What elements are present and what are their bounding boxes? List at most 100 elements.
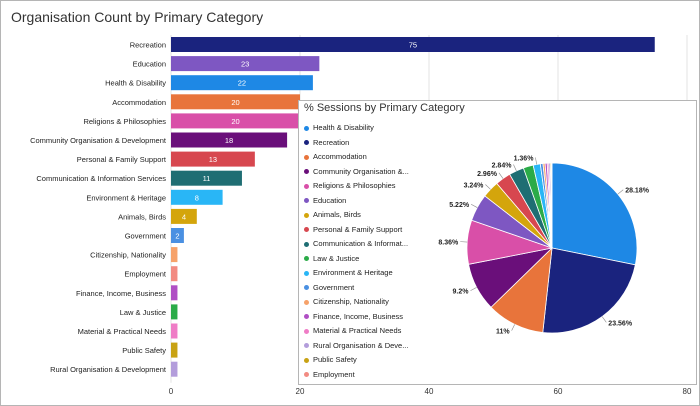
legend-swatch xyxy=(304,256,309,262)
legend-item: Education xyxy=(304,194,409,209)
legend-label: Health & Disability xyxy=(313,123,374,132)
legend-item: Environment & Heritage xyxy=(304,266,409,281)
legend-label: Public Safety xyxy=(313,355,357,364)
bar-value-label: 18 xyxy=(225,136,233,145)
pie-leader-line xyxy=(485,184,491,190)
category-label: Rural Organisation & Development xyxy=(50,365,167,374)
legend-swatch xyxy=(304,285,309,291)
legend-swatch xyxy=(304,212,309,218)
category-label: Religions & Philosophies xyxy=(83,117,166,126)
legend-swatch xyxy=(304,154,309,160)
legend-item: Rural Organisation & Deve... xyxy=(304,339,409,354)
legend-swatch xyxy=(304,372,309,378)
category-label: Material & Practical Needs xyxy=(78,327,167,336)
bar-value-label: 23 xyxy=(241,60,249,69)
legend-item: Government xyxy=(304,281,409,296)
legend-label: Accommodation xyxy=(313,152,367,161)
legend-label: Community Organisation &... xyxy=(313,166,409,176)
legend-label: Animals, Birds xyxy=(313,210,361,219)
pie-value-label: 23.56% xyxy=(608,320,633,327)
bar-value-label: 20 xyxy=(231,98,239,107)
x-tick-label: 20 xyxy=(296,387,305,396)
bar-value-label: 2 xyxy=(175,232,179,241)
category-label: Health & Disability xyxy=(105,79,166,88)
bar xyxy=(171,208,197,224)
legend-label: Personal & Family Support xyxy=(313,224,403,234)
pie-leader-line xyxy=(617,189,624,195)
pie-leader-line xyxy=(601,316,607,323)
category-label: Communication & Information Services xyxy=(36,174,166,183)
legend-item: Communication & Informat... xyxy=(304,237,409,252)
legend-label: Law & Justice xyxy=(313,253,360,263)
legend-swatch xyxy=(304,299,309,305)
legend-item: Public Safety xyxy=(304,353,409,368)
bar-value-label: 11 xyxy=(203,174,211,183)
pie-value-label: 9.2% xyxy=(453,289,470,296)
legend-item: Community Organisation &... xyxy=(304,165,409,180)
pie-value-label: 1.36% xyxy=(514,156,535,163)
legend-swatch xyxy=(304,241,309,247)
legend-swatch xyxy=(304,125,309,131)
category-label: Government xyxy=(125,232,167,241)
x-tick-label: 0 xyxy=(169,387,174,396)
bar-value-label: 8 xyxy=(195,193,199,202)
x-tick-label: 80 xyxy=(683,387,692,396)
category-label: Accommodation xyxy=(112,98,166,107)
legend-swatch xyxy=(304,183,309,189)
pie-leader-line xyxy=(513,164,517,171)
bar xyxy=(171,113,300,129)
category-label: Finance, Income, Business xyxy=(76,289,166,298)
x-tick-label: 60 xyxy=(554,387,563,396)
bar xyxy=(171,56,320,72)
bar-value-label: 20 xyxy=(231,117,239,126)
pie-chart-title: % Sessions by Primary Category xyxy=(304,102,465,114)
bar-chart-title: Organisation Count by Primary Category xyxy=(11,9,264,25)
legend-label: Citizenship, Nationality xyxy=(313,297,389,306)
legend-item: Animals, Birds xyxy=(304,208,409,223)
pie-value-label: 28.18% xyxy=(625,188,650,195)
bar xyxy=(171,304,178,320)
legend-item: Citizenship, Nationality xyxy=(304,295,409,310)
pie-leader-line xyxy=(470,287,477,291)
bar xyxy=(171,37,655,52)
bar xyxy=(171,228,184,243)
pie-value-label: 2.84% xyxy=(492,162,513,169)
legend-label: Rural Organisation & Deve... xyxy=(313,340,409,350)
legend-swatch xyxy=(304,343,309,349)
pie-leader-line xyxy=(511,324,515,331)
category-label: Animals, Birds xyxy=(118,212,166,221)
bar xyxy=(171,170,242,186)
pie-slice xyxy=(551,162,553,249)
category-label: Environment & Heritage xyxy=(86,193,166,202)
bar-value-label: 75 xyxy=(409,41,417,50)
legend-label: Environment & Heritage xyxy=(313,268,393,277)
bar xyxy=(171,342,178,358)
pie-value-label: 2.96% xyxy=(477,171,498,178)
legend-item: Law & Justice xyxy=(304,252,409,267)
category-label: Recreation xyxy=(130,41,166,50)
legend-swatch xyxy=(304,140,309,146)
legend-swatch xyxy=(304,169,309,175)
bar xyxy=(171,285,178,301)
legend-item: Material & Practical Needs xyxy=(304,324,409,339)
legend-swatch xyxy=(304,198,309,204)
category-label: Community Organisation & Development xyxy=(30,136,167,145)
legend-label: Religions & Philosophies xyxy=(313,181,396,190)
legend-label: Employment xyxy=(313,369,355,379)
bar xyxy=(171,323,178,339)
legend-item: Recreation xyxy=(304,136,409,151)
legend-label: Government xyxy=(313,282,355,292)
bar xyxy=(171,189,223,205)
bar-value-label: 4 xyxy=(182,212,186,221)
category-label: Education xyxy=(133,60,166,69)
pie-slice xyxy=(542,247,636,334)
pie-value-label: 8.36% xyxy=(438,240,459,247)
bar-value-label: 22 xyxy=(238,79,246,88)
legend-item: Finance, Income, Business xyxy=(304,310,409,325)
legend-swatch xyxy=(304,270,309,276)
pie-chart: 28.18% 23.56% 11% 9.2% 8.36% 5.22% 3.24% 2.96% 2… xyxy=(438,156,650,336)
bar xyxy=(171,132,288,148)
pie-leader-line xyxy=(470,203,478,208)
bar xyxy=(171,75,313,91)
